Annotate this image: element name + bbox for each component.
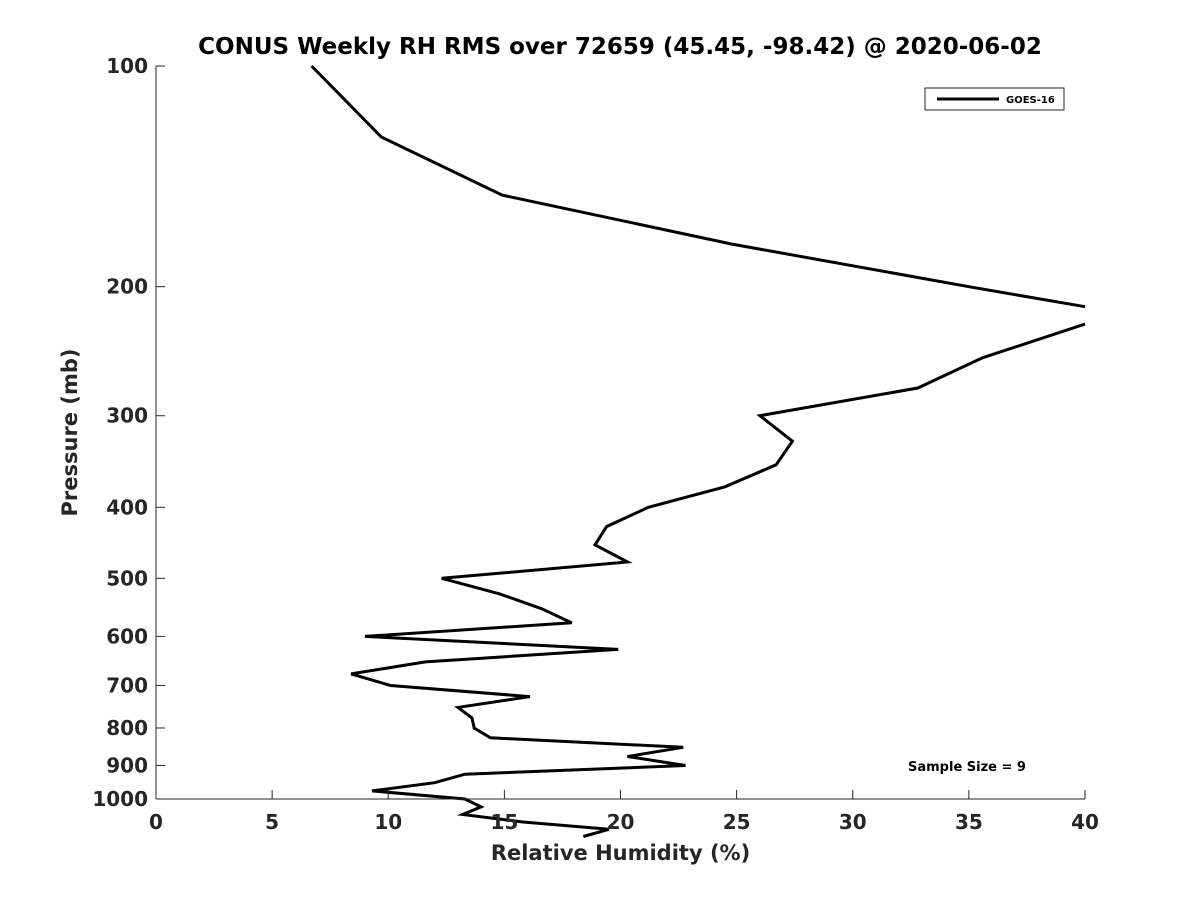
chart-title: CONUS Weekly RH RMS over 72659 (45.45, -… [198,34,1042,60]
x-ticks: 0 5 10 15 20 25 30 35 40 [149,790,1099,834]
y-tick-label: 700 [106,673,148,697]
sample-size-annotation: Sample Size = 9 [908,760,1026,775]
y-tick-label: 300 [106,404,148,428]
y-tick-label: 600 [106,624,148,648]
series-line-goes-16-segment-2 [350,322,1086,838]
y-tick-label: 100 [106,54,148,78]
x-tick-label: 5 [265,810,279,834]
x-tick-label: 40 [1071,810,1099,834]
legend-label-goes-16: GOES-16 [1006,95,1055,106]
x-tick-label: 10 [374,810,402,834]
x-tick-label: 0 [149,810,163,834]
plot-area [156,66,1085,799]
y-tick-label: 200 [106,275,148,299]
y-tick-label: 900 [106,753,148,777]
y-tick-label: 500 [106,566,148,590]
legend: GOES-16 [924,87,1065,111]
x-tick-label: 15 [490,810,518,834]
y-ticks: 100 200 300 400 500 600 700 800 900 1000 [92,54,165,811]
x-tick-label: 20 [607,810,635,834]
y-tick-label: 400 [106,495,148,519]
series-line-goes-16-segment-1 [310,64,1086,309]
y-axis-label: Pressure (mb) [58,349,82,517]
x-axis-label: Relative Humidity (%) [491,841,750,865]
y-tick-label: 1000 [92,787,148,811]
y-tick-label: 800 [106,716,148,740]
plot-data [310,64,1086,838]
x-tick-label: 25 [723,810,751,834]
x-tick-label: 35 [955,810,983,834]
x-tick-label: 30 [839,810,867,834]
